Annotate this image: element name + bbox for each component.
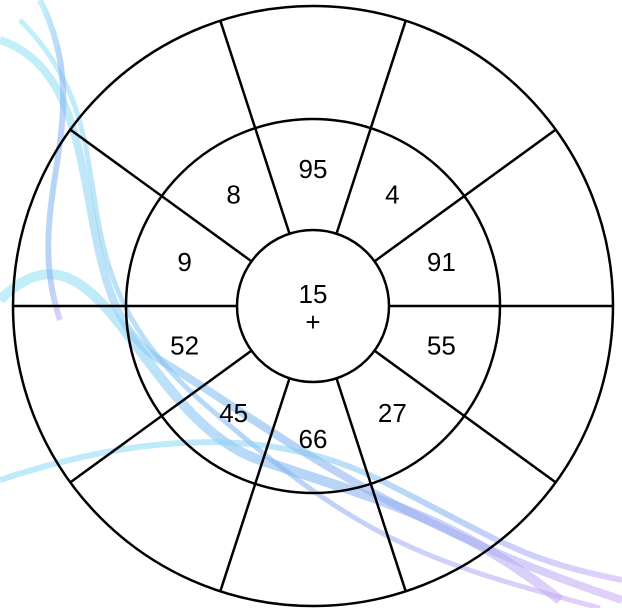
center-value: 15 — [299, 279, 328, 309]
segment-number: 52 — [170, 331, 199, 361]
segment-number: 8 — [226, 180, 240, 210]
spoke — [373, 128, 557, 263]
segment-number: 45 — [219, 398, 248, 428]
spoke — [373, 349, 557, 484]
spoke — [69, 349, 253, 484]
spoke — [335, 377, 407, 592]
segment-number: 4 — [385, 180, 399, 210]
segment-number: 91 — [427, 247, 456, 277]
wheel-lines — [11, 4, 615, 608]
center-operator: + — [305, 307, 320, 337]
spoke — [219, 20, 291, 235]
segment-number: 95 — [299, 154, 328, 184]
spoke — [335, 20, 407, 235]
segment-number: 55 — [427, 331, 456, 361]
segment-number: 66 — [299, 424, 328, 454]
spoke — [69, 128, 253, 263]
spoke — [219, 377, 291, 592]
segment-number: 9 — [177, 247, 191, 277]
segment-number: 27 — [378, 398, 407, 428]
